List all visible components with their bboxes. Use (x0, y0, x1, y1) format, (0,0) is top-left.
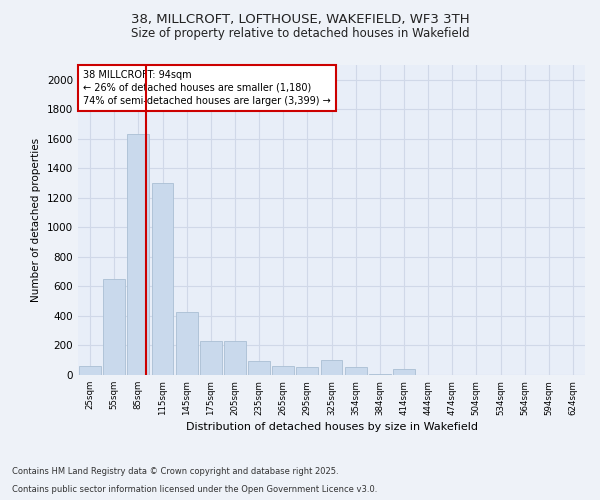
Bar (152, 183, 173, 375)
Bar (127, 134, 149, 375)
Text: 38 MILLCROFT: 94sqm
← 26% of detached houses are smaller (1,180)
74% of semi-det: 38 MILLCROFT: 94sqm ← 26% of detached ho… (83, 70, 331, 106)
Bar (224, 341, 246, 375)
Bar (296, 367, 318, 375)
Bar (176, 312, 197, 375)
X-axis label: Distribution of detached houses by size in Wakefield: Distribution of detached houses by size … (185, 422, 478, 432)
Bar (320, 360, 343, 375)
Y-axis label: Number of detached properties: Number of detached properties (31, 138, 41, 302)
Text: Size of property relative to detached houses in Wakefield: Size of property relative to detached ho… (131, 28, 469, 40)
Bar (200, 341, 221, 375)
Bar (79, 366, 101, 375)
Text: 38, MILLCROFT, LOFTHOUSE, WAKEFIELD, WF3 3TH: 38, MILLCROFT, LOFTHOUSE, WAKEFIELD, WF3… (131, 12, 469, 26)
Bar (103, 279, 125, 375)
Bar (272, 366, 294, 375)
Text: Contains HM Land Registry data © Crown copyright and database right 2025.: Contains HM Land Registry data © Crown c… (12, 467, 338, 476)
Text: Contains public sector information licensed under the Open Government Licence v3: Contains public sector information licen… (12, 485, 377, 494)
Bar (248, 361, 270, 375)
Bar (369, 374, 391, 375)
Bar (393, 369, 415, 375)
Bar (345, 367, 367, 375)
